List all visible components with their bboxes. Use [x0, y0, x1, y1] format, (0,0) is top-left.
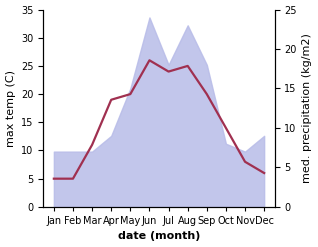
X-axis label: date (month): date (month)	[118, 231, 200, 242]
Y-axis label: med. precipitation (kg/m2): med. precipitation (kg/m2)	[302, 33, 313, 183]
Y-axis label: max temp (C): max temp (C)	[5, 70, 16, 147]
